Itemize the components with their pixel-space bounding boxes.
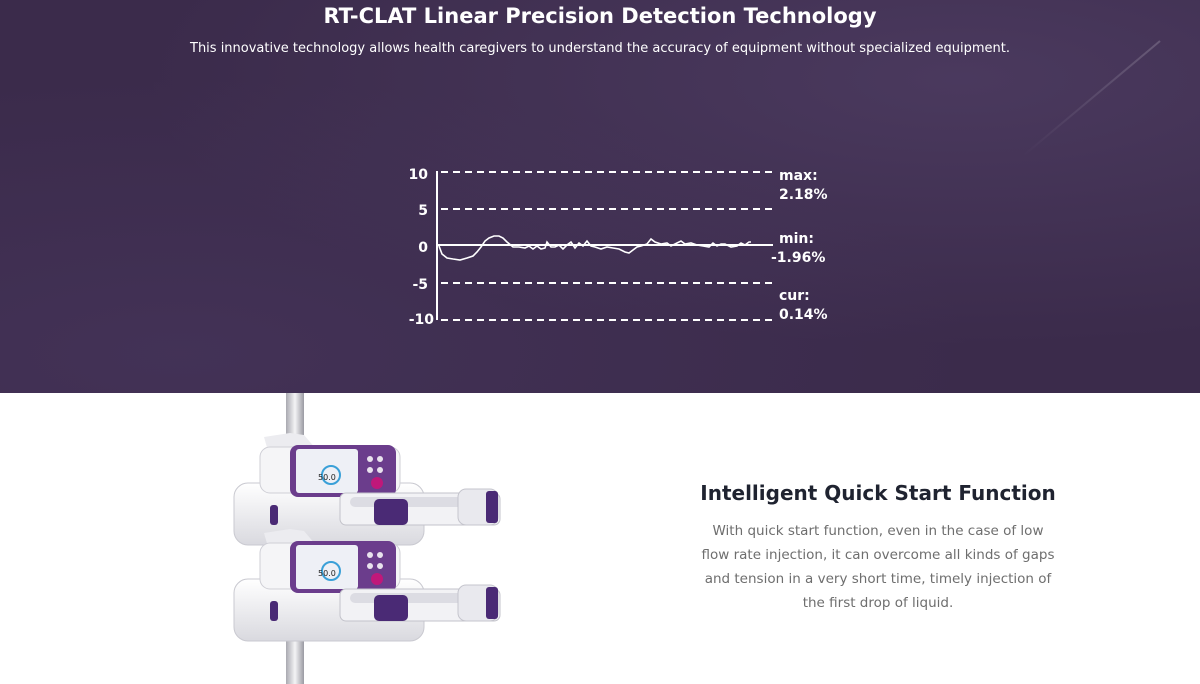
cur-value: 0.14% bbox=[779, 307, 828, 323]
min-label: min: bbox=[779, 231, 814, 247]
cur-label: cur: bbox=[779, 288, 810, 304]
y-tick-label: -10 bbox=[409, 312, 435, 328]
precision-trace-line bbox=[438, 235, 751, 261]
y-tick-label: 10 bbox=[409, 167, 429, 183]
display-rate-value: 50.0 bbox=[318, 569, 336, 578]
syringe-clamp bbox=[374, 499, 408, 525]
precision-section: RT-CLAT Linear Precision Detection Techn… bbox=[0, 0, 1200, 393]
max-label: max: bbox=[779, 168, 818, 184]
lower-pump: 50.0 bbox=[233, 529, 501, 642]
section-subtitle: This innovative technology allows health… bbox=[190, 41, 1010, 56]
y-tick-label: -5 bbox=[412, 277, 428, 293]
display-rate-value: 50.0 bbox=[318, 473, 336, 482]
hero-background-glow bbox=[0, 0, 1200, 393]
quick-start-section: 50.0 50.0 bbox=[0, 393, 1200, 684]
min-value: -1.96% bbox=[771, 250, 825, 266]
feature-description: With quick start function, even in the c… bbox=[701, 523, 1055, 611]
start-button bbox=[371, 477, 383, 489]
max-value: 2.18% bbox=[779, 187, 828, 203]
feature-title: Intelligent Quick Start Function bbox=[700, 481, 1056, 505]
upper-pump: 50.0 bbox=[233, 433, 501, 546]
section-title: RT-CLAT Linear Precision Detection Techn… bbox=[323, 4, 877, 28]
y-tick-label: 0 bbox=[418, 240, 428, 256]
precision-chart: 10 5 0 -5 -10 max: 2.18% min: -1.96% cur… bbox=[409, 167, 828, 328]
y-tick-label: 5 bbox=[418, 203, 428, 219]
infusion-pump-image: 50.0 50.0 bbox=[233, 393, 501, 684]
pump-display-screen bbox=[296, 449, 358, 493]
